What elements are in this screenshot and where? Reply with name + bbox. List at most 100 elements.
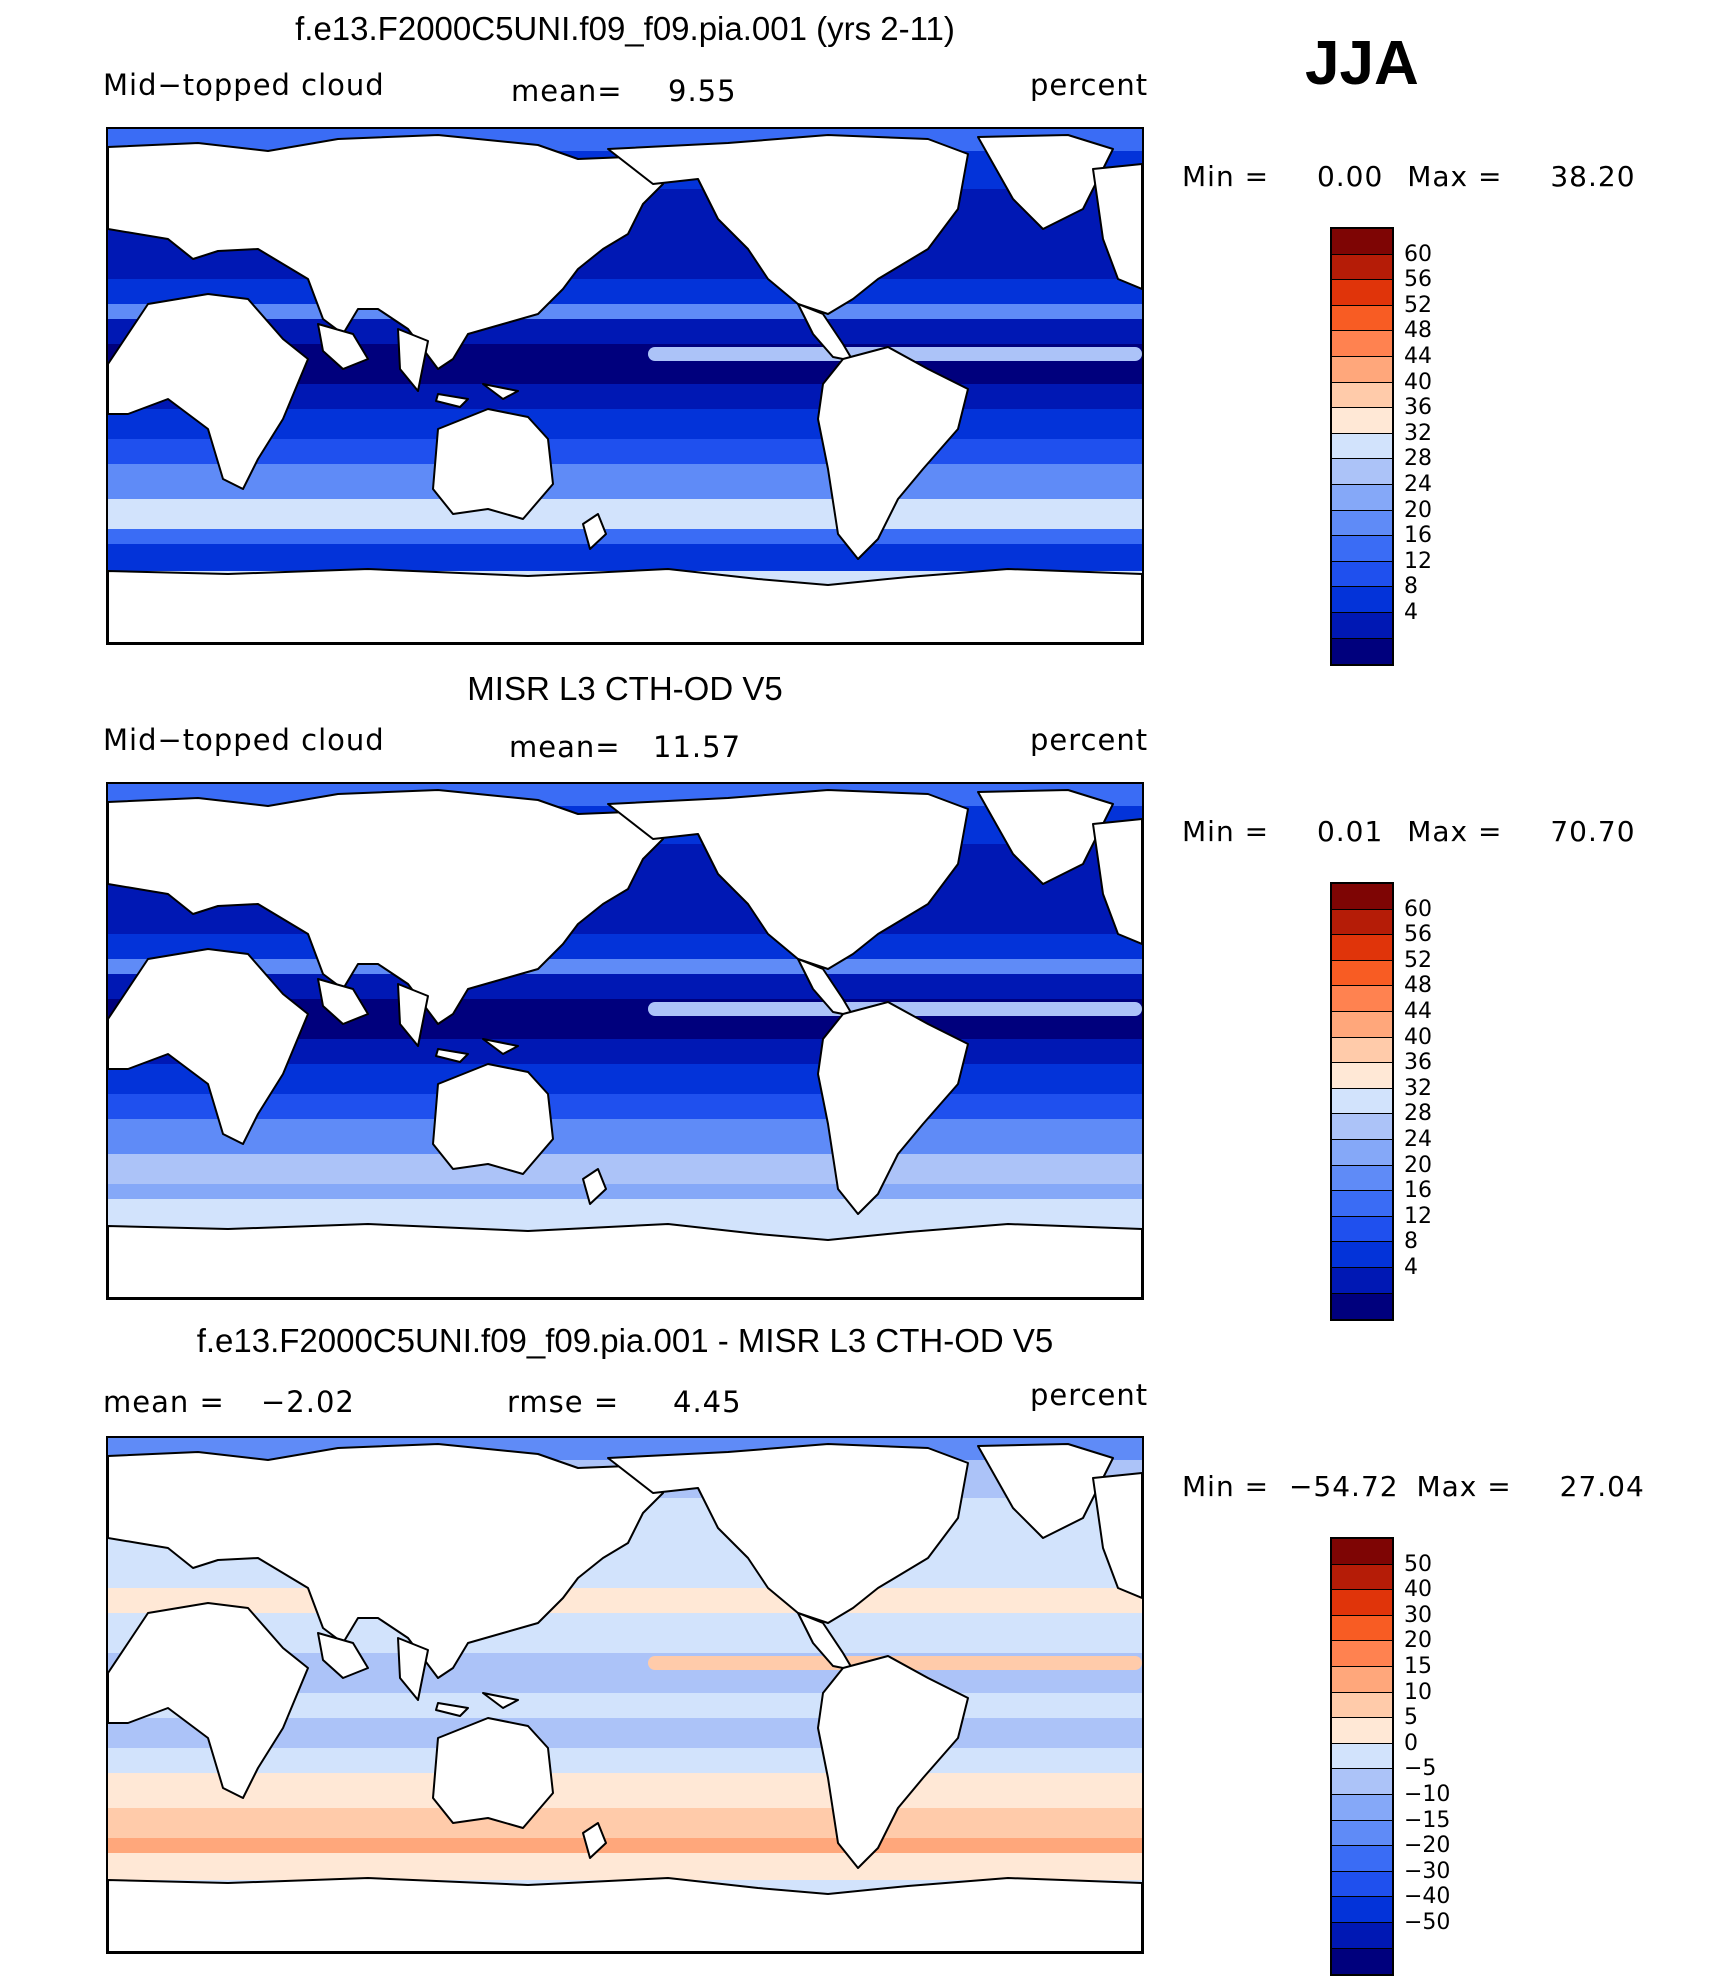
colorbar-swatch — [1332, 1897, 1392, 1923]
colorbar-tick-label: 32 — [1404, 1075, 1432, 1101]
colorbar-swatch — [1332, 484, 1392, 511]
colorbar-swatch — [1332, 1666, 1392, 1693]
colorbar-tick-label: 0 — [1404, 1730, 1418, 1756]
colorbar-tick-label: 48 — [1404, 318, 1432, 344]
continent-outline — [108, 134, 664, 370]
panel-2-max-label: Max = — [1407, 815, 1503, 848]
continent-outline — [607, 1443, 969, 1624]
colorbar-swatch — [1332, 331, 1392, 357]
continent-outline — [317, 978, 429, 1047]
colorbar-tick-label: 20 — [1404, 497, 1432, 523]
colorbar-tick-label: −15 — [1404, 1807, 1451, 1833]
continent-outline — [317, 1632, 429, 1701]
colorbar-tick-label: 56 — [1404, 267, 1432, 293]
colorbar-tick-label: 24 — [1404, 1127, 1432, 1152]
colorbar-tick-label: −5 — [1404, 1756, 1437, 1782]
colorbar-swatch — [1332, 1718, 1392, 1744]
continent-outline — [432, 408, 554, 520]
colorbar-tick-label: 44 — [1404, 999, 1432, 1024]
ocean-band — [108, 1853, 1142, 1880]
panel-3-minmax: Min = −54.72 Max = 27.04 — [1182, 1470, 1645, 1503]
panel-2-map — [106, 782, 1144, 1300]
colorbar-swatch — [1332, 1769, 1392, 1795]
colorbar-tick-label: 48 — [1404, 973, 1432, 999]
colorbar-swatch — [1332, 638, 1392, 665]
continent-outline — [108, 568, 1142, 643]
colorbar-swatch — [1332, 561, 1392, 588]
panel-1-variable-label: Mid−topped cloud — [103, 68, 385, 102]
ocean-band — [108, 464, 1142, 499]
colorbar-swatch — [1332, 1088, 1392, 1115]
panel-2-min-label: Min = — [1182, 815, 1270, 848]
colorbar-swatch — [1332, 1037, 1392, 1064]
colorbar-tick-label: −50 — [1404, 1910, 1451, 1935]
panel-2-minmax: Min = 0.01 Max = 70.70 — [1182, 815, 1636, 848]
panel-1-mean-value: 9.55 — [668, 74, 737, 108]
colorbar-swatch — [1332, 536, 1392, 562]
continent-outline — [317, 323, 429, 392]
continent-outline — [977, 789, 1114, 885]
panel-1-units: percent — [1030, 68, 1149, 102]
panel-2-units: percent — [1030, 723, 1149, 757]
panel-2-colorbar — [1330, 882, 1394, 1322]
panel-2-min-value: 0.01 — [1316, 815, 1384, 848]
ocean-band — [108, 1748, 1142, 1773]
panel-2-title: MISR L3 CTH-OD V5 — [467, 670, 783, 707]
panel-1-max-label: Max = — [1407, 160, 1503, 193]
colorbar-swatch — [1332, 510, 1392, 537]
continent-outline — [108, 1223, 1142, 1298]
colorbar-swatch — [1332, 1293, 1392, 1320]
colorbar-swatch — [1332, 408, 1392, 434]
continent-outline — [977, 1443, 1114, 1539]
colorbar-tick-label: 16 — [1404, 523, 1432, 549]
colorbar-tick-label: 8 — [1404, 574, 1418, 600]
continent-outline — [432, 1717, 554, 1829]
colorbar-tick-label: 28 — [1404, 446, 1432, 472]
panel-1-max-value: 38.20 — [1550, 160, 1636, 193]
ocean-band — [108, 544, 1142, 571]
colorbar-swatch — [1332, 1871, 1392, 1898]
ocean-band — [108, 279, 1142, 304]
colorbar-swatch — [1332, 1641, 1392, 1667]
continent-outline — [582, 1822, 607, 1859]
colorbar-tick-label: 12 — [1404, 1203, 1432, 1229]
panel-3-max-label: Max = — [1416, 1470, 1512, 1503]
ocean-band — [108, 439, 1142, 464]
continent-outline — [108, 1877, 1142, 1952]
colorbar-swatch — [1332, 1948, 1392, 1975]
colorbar-tick-label: −40 — [1404, 1884, 1451, 1910]
ocean-band — [108, 1154, 1142, 1184]
colorbar-swatch — [1332, 612, 1392, 639]
ocean-band — [108, 1184, 1142, 1199]
colorbar-swatch — [1332, 587, 1392, 613]
ocean-band — [108, 499, 1142, 529]
continent-outline — [607, 789, 969, 970]
colorbar-tick-label: 10 — [1404, 1679, 1432, 1705]
panel-3-rmse-label: rmse = — [507, 1385, 620, 1419]
continent-outline — [108, 1443, 664, 1679]
ocean-band — [108, 529, 1142, 544]
colorbar-swatch — [1332, 254, 1392, 281]
continent-outline — [607, 134, 969, 315]
colorbar-swatch — [1332, 1242, 1392, 1268]
panel-1-minmax: Min = 0.00 Max = 38.20 — [1182, 160, 1636, 193]
panel-3-map-plot — [108, 1438, 1142, 1952]
panel-1-title: f.e13.F2000C5UNI.f09_f09.pia.001 (yrs 2-… — [295, 10, 955, 47]
continent-outline — [817, 1655, 969, 1869]
colorbar-tick-label: 36 — [1404, 395, 1432, 421]
colorbar-swatch — [1332, 1165, 1392, 1192]
continent-outline — [108, 789, 664, 1025]
colorbar-tick-label: 36 — [1404, 1050, 1432, 1076]
colorbar-swatch — [1332, 1267, 1392, 1294]
ocean-band — [108, 1838, 1142, 1853]
continent-outline — [1092, 163, 1142, 290]
colorbar-tick-label: 60 — [1404, 896, 1432, 922]
season-label: JJA — [1305, 29, 1419, 98]
colorbar-tick-label: 12 — [1404, 548, 1432, 574]
continent-outline — [435, 1038, 519, 1063]
ocean-band — [108, 934, 1142, 959]
continent-outline — [817, 1001, 969, 1215]
panel-2-mean-label: mean= — [509, 730, 621, 764]
colorbar-swatch — [1332, 935, 1392, 961]
colorbar-swatch — [1332, 986, 1392, 1012]
